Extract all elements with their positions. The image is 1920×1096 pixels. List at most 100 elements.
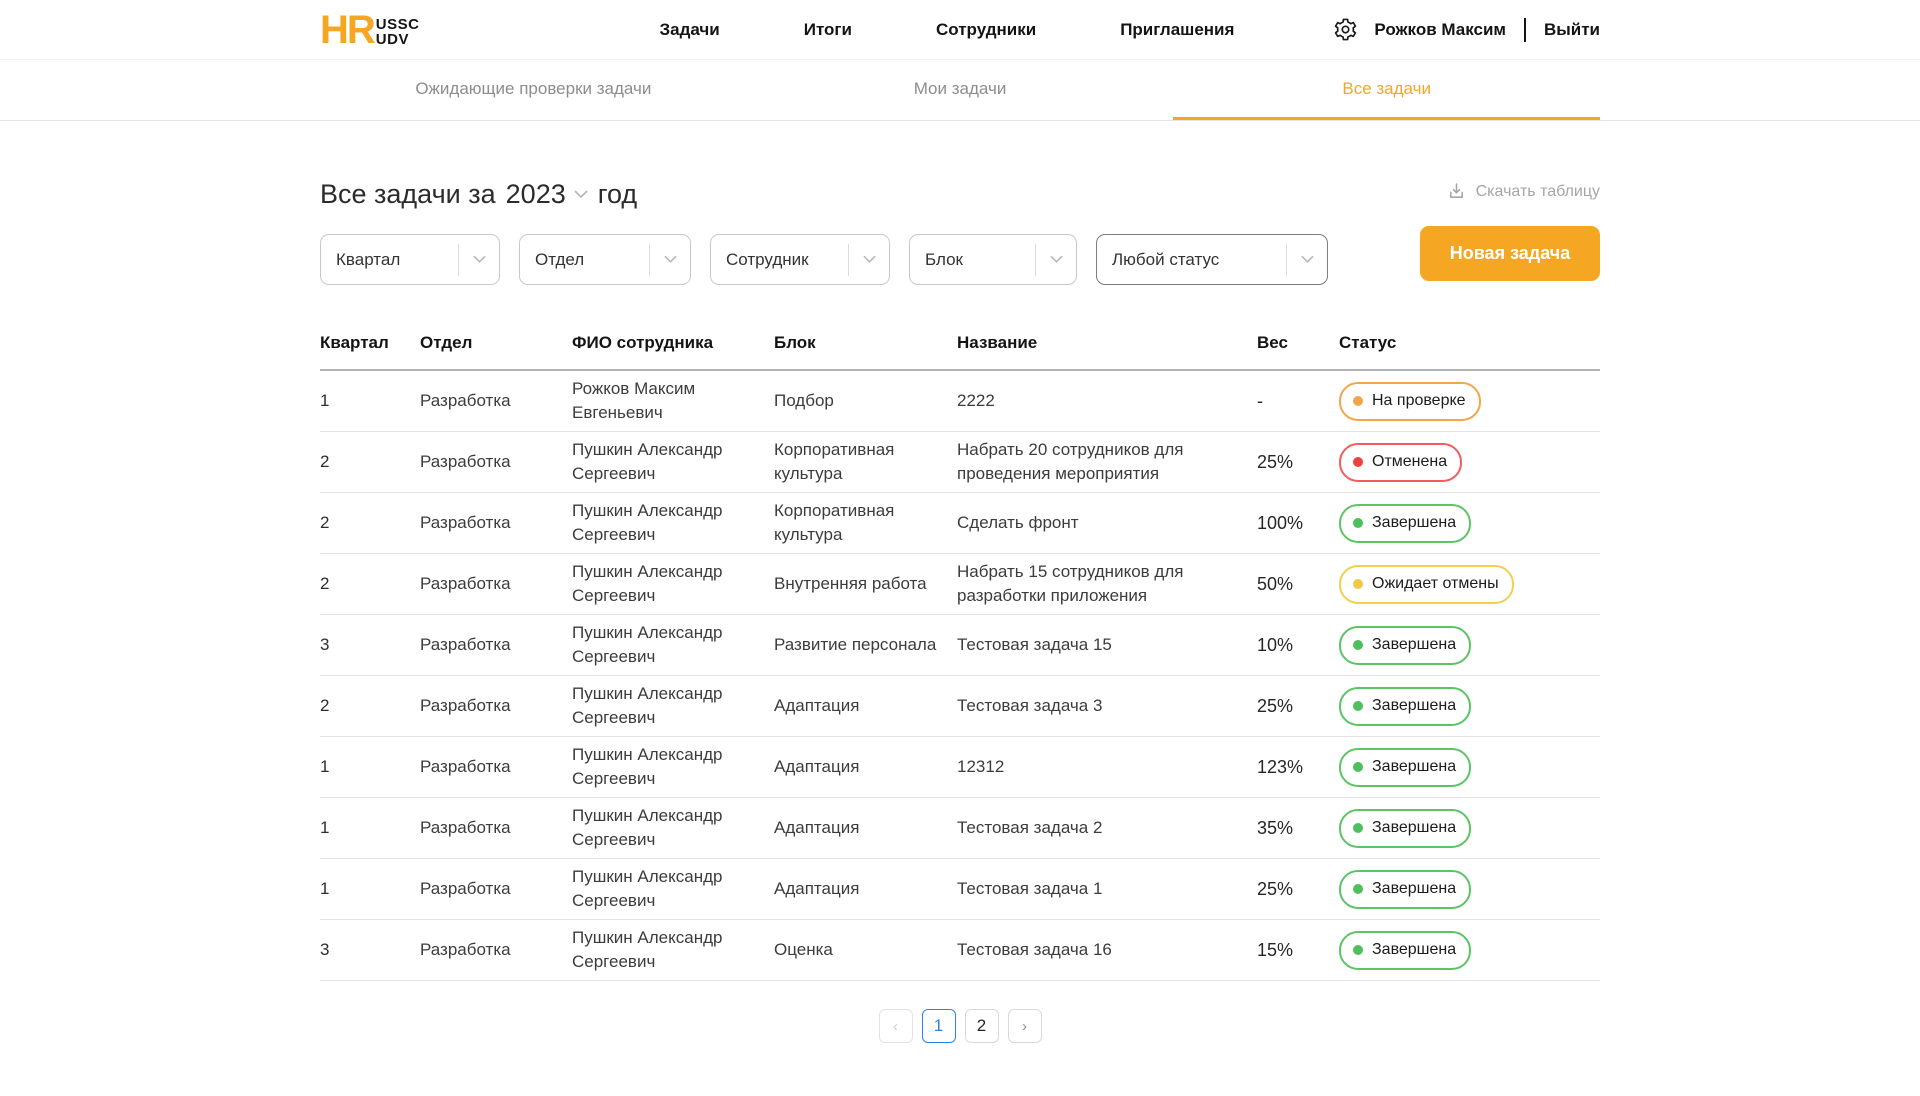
table-row[interactable]: 1 Разработка Пушкин Александр Сергеевич Ада… [320,859,1600,920]
logout-button[interactable]: Выйти [1543,19,1600,39]
column-header-Название: Название [957,333,1038,352]
pagination-next-button[interactable]: › [1007,1009,1042,1043]
cell-block: Внутренняя работа [774,574,927,593]
table-header-row: Квартал Отдел ФИО сотрудника Блок Название Ве… [320,321,1600,371]
download-label: Скачать таблицу [1475,182,1600,200]
cell-weight: 25% [1257,452,1294,472]
cell-status: Ожидает отмены [1339,564,1600,604]
cell-status: Завершена [1339,930,1600,970]
status-badge: Ожидает отмены [1339,564,1514,604]
status-label: Завершена [1372,818,1457,836]
select-divider [1286,243,1287,276]
nav-item-Итоги[interactable]: Итоги [803,19,852,39]
cell-title: 2222 [957,391,995,410]
cell-department: Разработка [420,452,511,471]
filter-label: Любой статус [1112,249,1220,269]
cell-title: Тестовая задача 16 [957,940,1112,959]
table-row[interactable]: 2 Разработка Пушкин Александр Сергеевич Вну… [320,554,1600,615]
cell-quarter: 2 [320,574,330,593]
filter-select-Сотрудник[interactable]: Сотрудник [710,234,890,285]
filter-label: Сотрудник [726,249,809,269]
cell-employee: Пушкин Александр Сергеевич [572,440,723,483]
filter-select-Отдел[interactable]: Отдел [519,234,691,285]
status-label: Завершена [1372,696,1457,714]
nav-item-Задачи[interactable]: Задачи [659,19,720,39]
cell-weight: - [1257,391,1263,411]
cell-department: Разработка [420,391,511,410]
table-row[interactable]: 1 Разработка Пушкин Александр Сергеевич Ада… [320,737,1600,798]
main-nav: Задачи Итоги Сотрудники Приглашения [659,20,1234,40]
cell-department: Разработка [420,940,511,959]
page-title-suffix: год [597,179,638,209]
status-badge: Завершена [1339,747,1472,787]
status-label: Завершена [1372,635,1457,653]
page-title: Все задачи за 2023 год [320,179,637,210]
cell-weight: 25% [1257,879,1294,899]
status-dot-icon [1353,822,1363,833]
nav-item-Сотрудники[interactable]: Сотрудники [935,19,1037,39]
cell-weight: 50% [1257,574,1294,594]
filter-select-Любой статус[interactable]: Любой статус [1096,234,1328,285]
status-dot-icon [1353,578,1363,589]
status-dot-icon [1353,700,1363,711]
table-row[interactable]: 1 Разработка Рожков Максим Евгеньевич Подбо… [320,371,1600,432]
table-row[interactable]: 2 Разработка Пушкин Александр Сергеевич Кор… [320,493,1600,554]
app-header: HR USSC UDV Задачи Итоги Сотрудники Приглаш… [0,0,1920,60]
table-row[interactable]: 1 Разработка Пушкин Александр Сергеевич Ада… [320,798,1600,859]
table-row[interactable]: 3 Разработка Пушкин Александр Сергеевич Оце… [320,920,1600,981]
chevron-down-icon [459,255,499,264]
cell-quarter: 2 [320,452,330,471]
cell-employee: Пушкин Александр Сергеевич [572,684,723,727]
year-select[interactable]: 2023 [506,179,588,210]
pagination-page-2[interactable]: 2 [964,1009,999,1043]
tab-Ожидающие проверки задачи[interactable]: Ожидающие проверки задачи [415,78,652,98]
table-row[interactable]: 2 Разработка Пушкин Александр Сергеевич Ада… [320,676,1600,737]
chevron-down-icon [1287,255,1327,264]
cell-department: Разработка [420,818,511,837]
cell-block: Корпоративная культура [774,501,895,544]
cell-quarter: 3 [320,940,330,959]
table-row[interactable]: 3 Разработка Пушкин Александр Сергеевич Раз… [320,615,1600,676]
status-dot-icon [1353,517,1363,528]
filters-group: Квартал Отдел Сотрудник Блок Любой статус [320,234,1328,285]
cell-title: Набрать 15 сотрудников для разработки пр… [957,562,1184,605]
filter-select-Квартал[interactable]: Квартал [320,234,500,285]
page-title-prefix: Все задачи за [320,179,496,209]
new-task-button[interactable]: Новая задача [1420,226,1600,281]
cell-weight: 35% [1257,818,1294,838]
logo[interactable]: HR USSC UDV [320,10,419,50]
cell-employee: Пушкин Александр Сергеевич [572,501,723,544]
tab-Мои задачи[interactable]: Мои задачи [913,78,1007,98]
cell-employee: Пушкин Александр Сергеевич [572,745,723,788]
filter-select-Блок[interactable]: Блок [909,234,1077,285]
chevron-down-icon [650,255,690,264]
nav-item-Приглашения[interactable]: Приглашения [1120,19,1235,39]
status-dot-icon [1353,883,1363,894]
cell-weight: 10% [1257,635,1294,655]
year-value: 2023 [505,179,566,209]
pagination-prev-button[interactable]: ‹ [878,1009,913,1043]
cell-block: Адаптация [774,696,860,715]
cell-department: Разработка [420,879,511,898]
status-label: Завершена [1372,879,1457,897]
status-badge: Завершена [1339,869,1472,909]
cell-title: Тестовая задача 15 [957,635,1112,654]
pagination-page-1[interactable]: 1 [921,1009,956,1043]
download-table-button[interactable]: Скачать таблицу [1446,181,1600,202]
cell-status: Завершена [1339,503,1600,543]
cell-quarter: 1 [320,879,330,898]
status-badge: На проверке [1339,381,1481,421]
cell-employee: Пушкин Александр Сергеевич [572,562,723,605]
cell-block: Оценка [774,940,833,959]
table-row[interactable]: 2 Разработка Пушкин Александр Сергеевич Кор… [320,432,1600,493]
status-badge: Завершена [1339,930,1472,970]
tasks-table: Квартал Отдел ФИО сотрудника Блок Название Ве… [320,321,1600,981]
cell-quarter: 2 [320,696,330,715]
cell-weight: 123% [1257,757,1304,777]
tab-Все задачи[interactable]: Все задачи [1173,60,1601,120]
cell-employee: Пушкин Александр Сергеевич [572,928,723,971]
chevron-down-icon [1036,255,1076,264]
settings-button[interactable] [1333,17,1358,42]
status-dot-icon [1353,639,1363,650]
user-name[interactable]: Рожков Максим [1374,19,1506,39]
